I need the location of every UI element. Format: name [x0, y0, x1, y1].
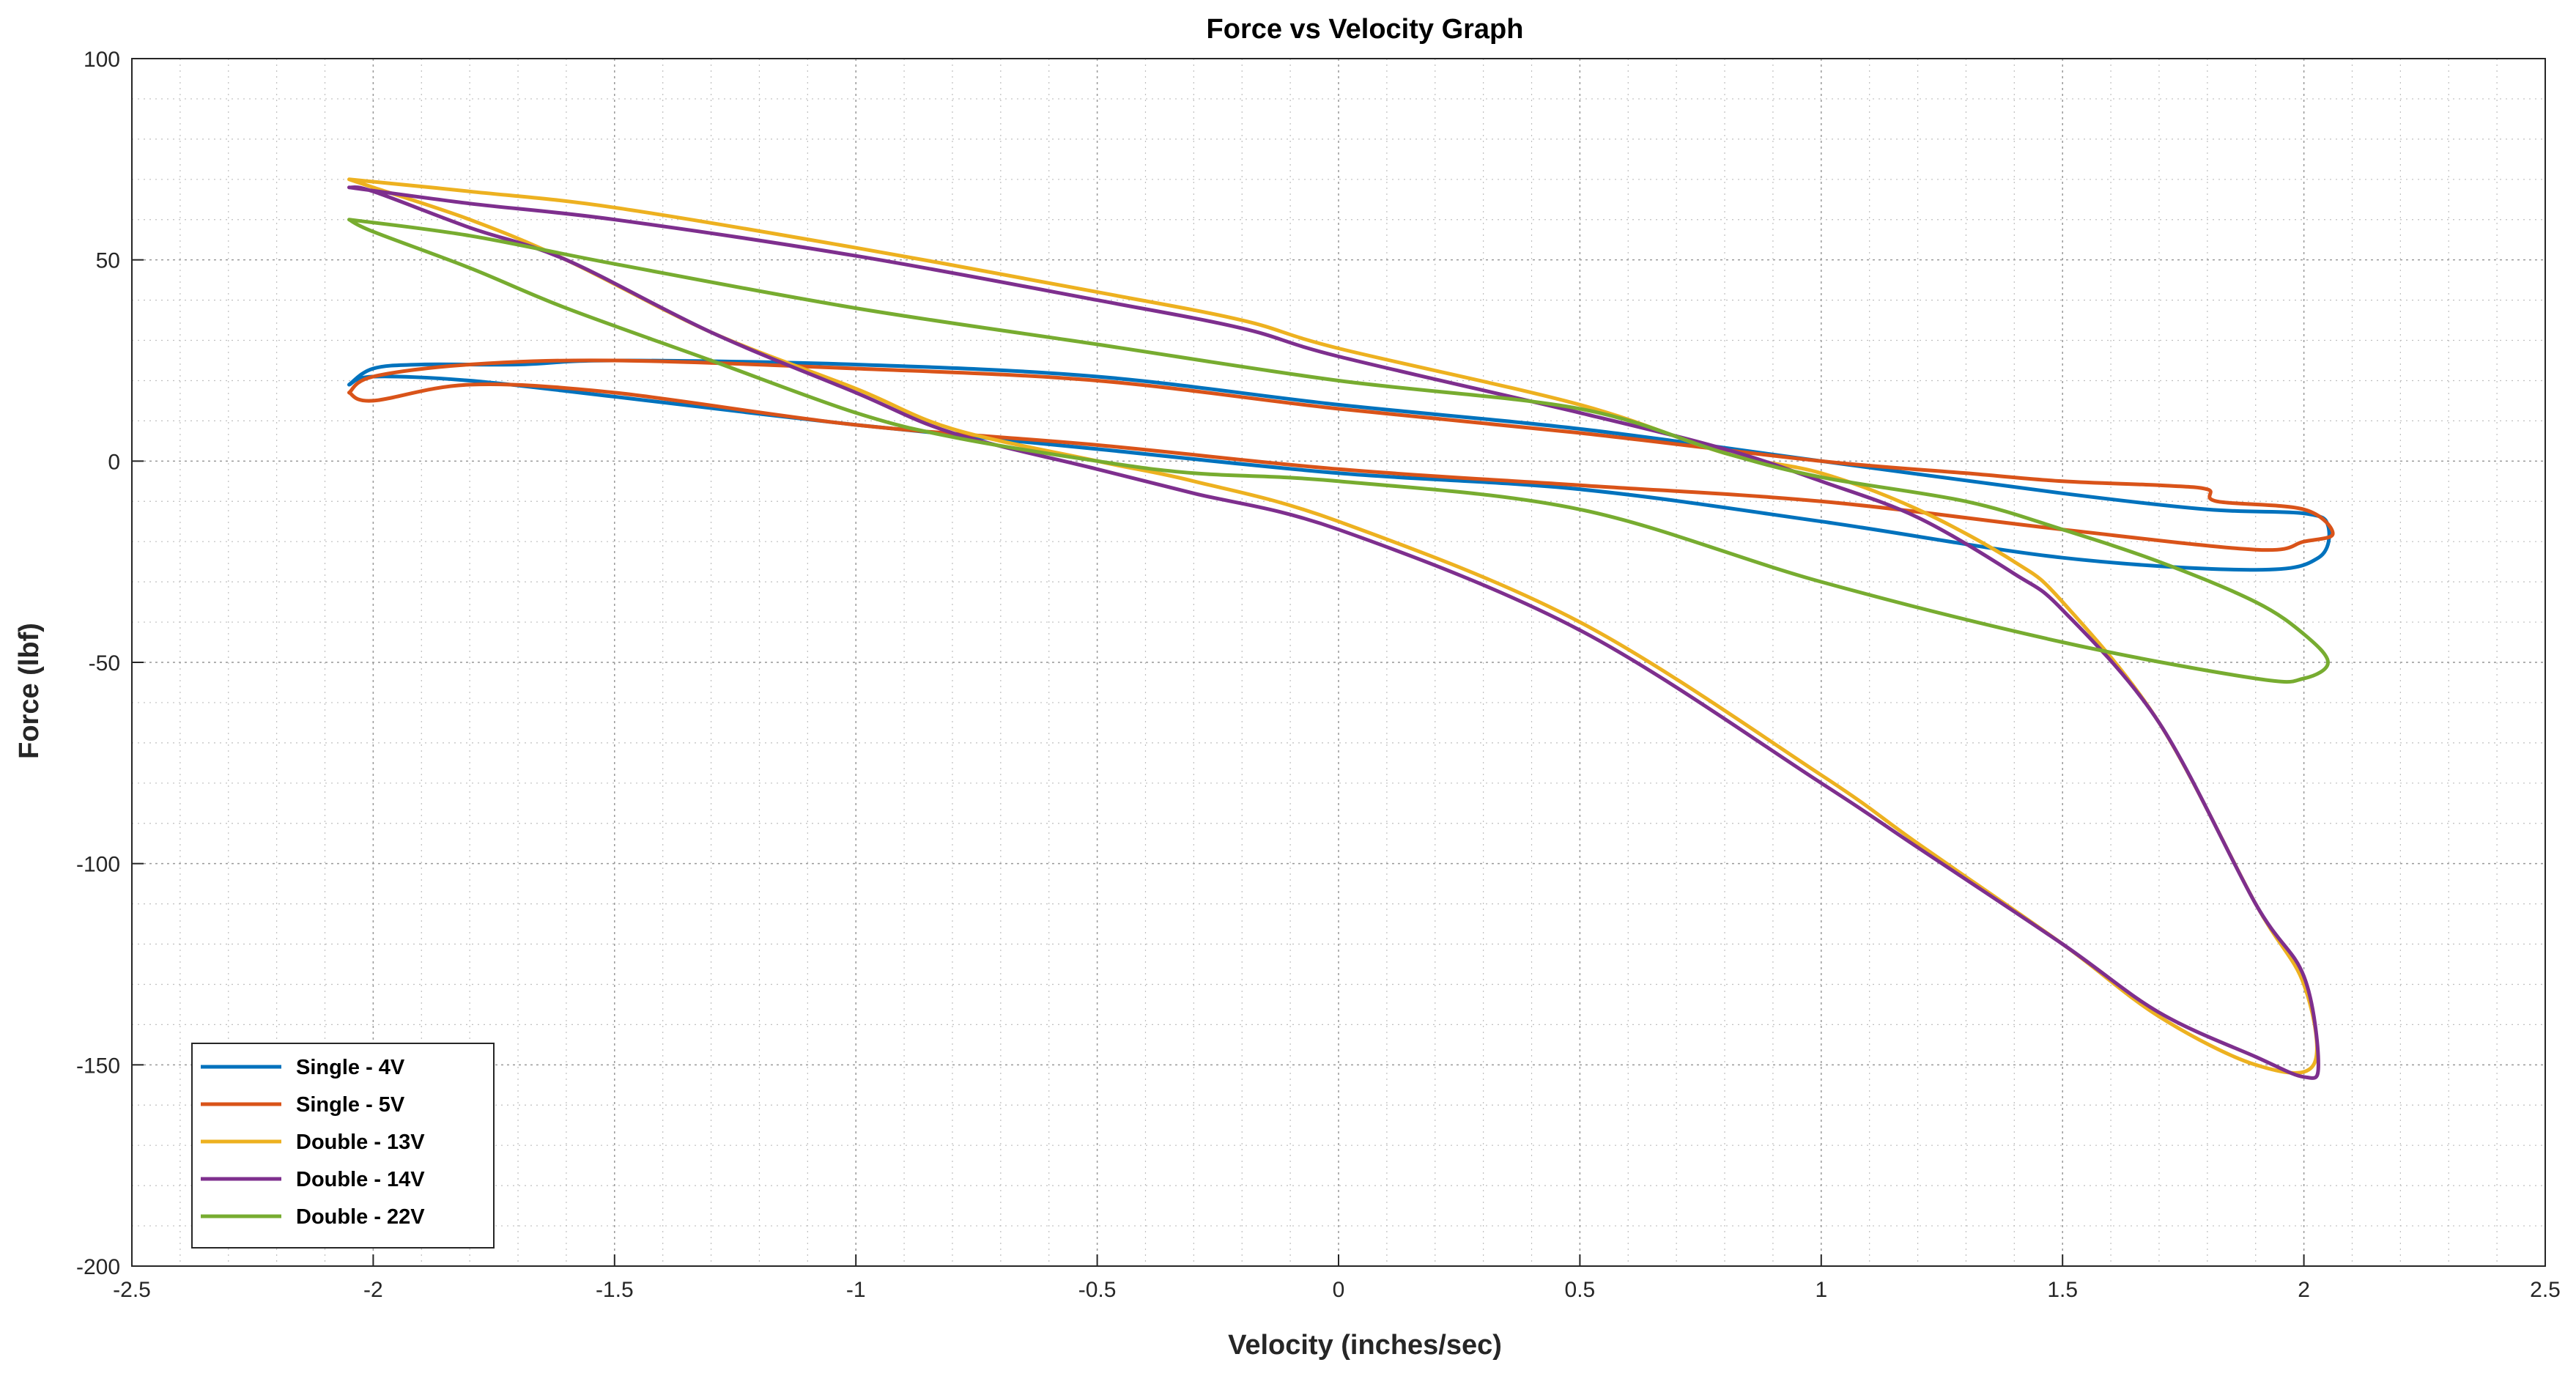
legend-label: Double - 22V — [296, 1205, 425, 1229]
legend-label: Single - 4V — [296, 1056, 405, 1079]
x-tick-label: 0.5 — [1565, 1278, 1596, 1302]
x-tick-label: 2 — [2298, 1278, 2310, 1302]
y-tick-label: -100 — [76, 853, 120, 877]
x-tick-label: 2.5 — [2530, 1278, 2561, 1302]
legend-label: Single - 5V — [296, 1093, 405, 1117]
y-axis: -200 -150 -100 -50 0 50 100 — [76, 48, 144, 1279]
legend: Single - 4V Single - 5V Double - 13V Double… — [191, 1043, 495, 1249]
series-layer — [347, 177, 2335, 1080]
y-tick-label: -150 — [76, 1054, 120, 1078]
plot-area — [131, 58, 2546, 1267]
x-tick-label: 0 — [1333, 1278, 1345, 1302]
x-tick-label: 1.5 — [2047, 1278, 2078, 1302]
x-tick-label: 1 — [1815, 1278, 1827, 1302]
y-axis-label: Force (lbf) — [14, 623, 45, 759]
y-tick-label: -200 — [76, 1255, 120, 1279]
x-tick-label: -0.5 — [1078, 1278, 1117, 1302]
y-tick-label: 50 — [96, 249, 120, 273]
x-tick-label: -2 — [363, 1278, 383, 1302]
series-line-4 — [347, 185, 2320, 1080]
x-tick-label: -1 — [846, 1278, 866, 1302]
y-tick-label: -50 — [89, 651, 120, 676]
x-axis: -2.5 -2 -1.5 -1 -0.5 0 0.5 1 1.5 2 2.5 — [113, 1254, 2561, 1302]
legend-label: Double - 13V — [296, 1131, 425, 1154]
x-axis-label: Velocity (inches/sec) — [1228, 1330, 1502, 1361]
chart-title: Force vs Velocity Graph — [1207, 14, 1524, 45]
y-tick-label: 100 — [84, 48, 120, 72]
series-line-2 — [347, 358, 2335, 552]
series-line-5 — [347, 218, 2330, 684]
legend-label: Double - 14V — [296, 1168, 425, 1191]
y-tick-label: 0 — [108, 450, 120, 474]
x-tick-label: -2.5 — [113, 1278, 151, 1302]
legend-box — [191, 1043, 495, 1249]
x-tick-label: -1.5 — [596, 1278, 634, 1302]
